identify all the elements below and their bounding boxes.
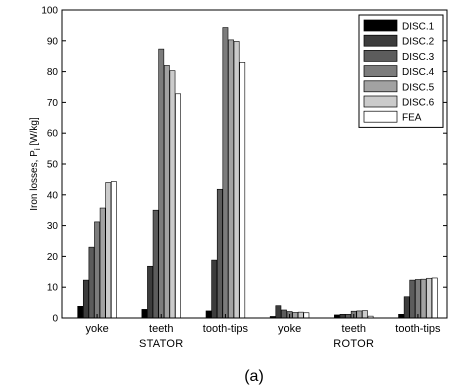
y-tick-label: 0 [52,314,58,325]
bar-disc5-5 [420,278,427,319]
bar-disc1-0 [77,305,84,319]
bar-disc3-0 [88,246,95,319]
y-tick-label: 80 [47,67,59,78]
x-category-label: teeth [342,323,366,335]
legend-label: DISC.6 [402,98,435,109]
bar-fea-0 [110,181,117,319]
y-label-unit: [W/kg] [29,117,40,148]
bar-disc4-0 [94,221,100,319]
bar-disc2-3 [275,305,282,319]
bar-disc6-3 [297,311,304,319]
x-group-label: ROTOR [333,338,374,350]
x-category-label: tooth-tips [203,323,249,335]
bar-disc3-5 [409,279,416,319]
y-axis: 0 10 20 30 40 50 60 70 80 90 100 [41,6,447,325]
y-tick-label: 30 [47,221,59,232]
x-axis: yoke teeth tooth-tips yoke teeth tooth-tips ST… [85,314,441,350]
y-tick-label: 90 [47,36,59,47]
bar-disc6-1 [169,70,176,319]
bar-disc5-3 [292,312,299,319]
legend-label: DISC.3 [402,52,435,63]
legend: DISC.1 DISC.2 DISC.3 DISC.4 DISC.5 DISC.6 FEA [358,14,444,128]
y-label-subscript: i [33,148,42,150]
legend-swatch [363,50,398,62]
bar-fea-2 [239,62,246,319]
bar-disc1-2 [205,310,212,319]
x-group-label: STATOR [139,338,184,350]
y-tick-label: 70 [47,98,59,109]
bar-disc1-1 [141,309,148,319]
x-category-label: teeth [149,323,173,335]
x-category-label: yoke [85,323,108,335]
bar-disc2-4 [339,313,346,319]
y-tick-label: 10 [47,283,59,294]
bar-disc4-5 [415,279,421,319]
bar-disc5-1 [163,65,170,319]
bar-disc3-4 [345,313,352,319]
bar-disc5-2 [228,39,234,319]
bar-disc2-5 [403,296,410,319]
bar-disc5-0 [99,207,106,319]
bar-disc6-5 [426,277,433,319]
bar-disc4-2 [222,27,229,319]
bar-disc5-4 [356,310,363,319]
legend-label: DISC.2 [402,37,435,48]
legend-swatch [363,110,398,123]
legend-swatch [363,95,398,108]
bar-disc3-3 [281,309,287,319]
legend-swatch [363,65,398,77]
legend-label: FEA [402,113,422,124]
x-category-label: yoke [278,323,301,335]
y-tick-label: 40 [47,190,59,201]
bar-disc4-1 [158,48,165,319]
bar-disc2-0 [82,279,89,319]
legend-label: DISC.1 [402,22,435,33]
y-tick-label: 20 [47,252,59,263]
bar-disc3-1 [152,209,159,319]
y-axis-label: Iron losses, Pi [W/kg] [29,117,42,211]
bar-disc2-1 [147,265,153,319]
x-category-label: tooth-tips [395,323,441,335]
bar-fea-3 [303,312,310,319]
bar-disc3-2 [216,188,223,319]
bar-disc6-2 [233,41,240,319]
bar-disc2-2 [211,259,218,319]
bars-layer [77,27,438,319]
bar-disc6-4 [362,310,368,319]
legend-swatch [363,19,398,32]
bar-fea-5 [431,277,438,319]
figure-caption: (a) [244,368,264,385]
bar-disc1-5 [398,313,405,319]
legend-label: DISC.4 [402,67,435,78]
y-tick-label: 100 [41,6,58,17]
legend-swatch [363,80,398,93]
bar-disc6-0 [105,182,112,319]
y-label-main: Iron losses, P [29,150,40,211]
y-tick-label: 50 [47,160,59,171]
legend-swatch [363,34,398,47]
bar-fea-1 [175,93,181,319]
y-tick-label: 60 [47,129,59,140]
legend-label: DISC.5 [402,82,435,93]
